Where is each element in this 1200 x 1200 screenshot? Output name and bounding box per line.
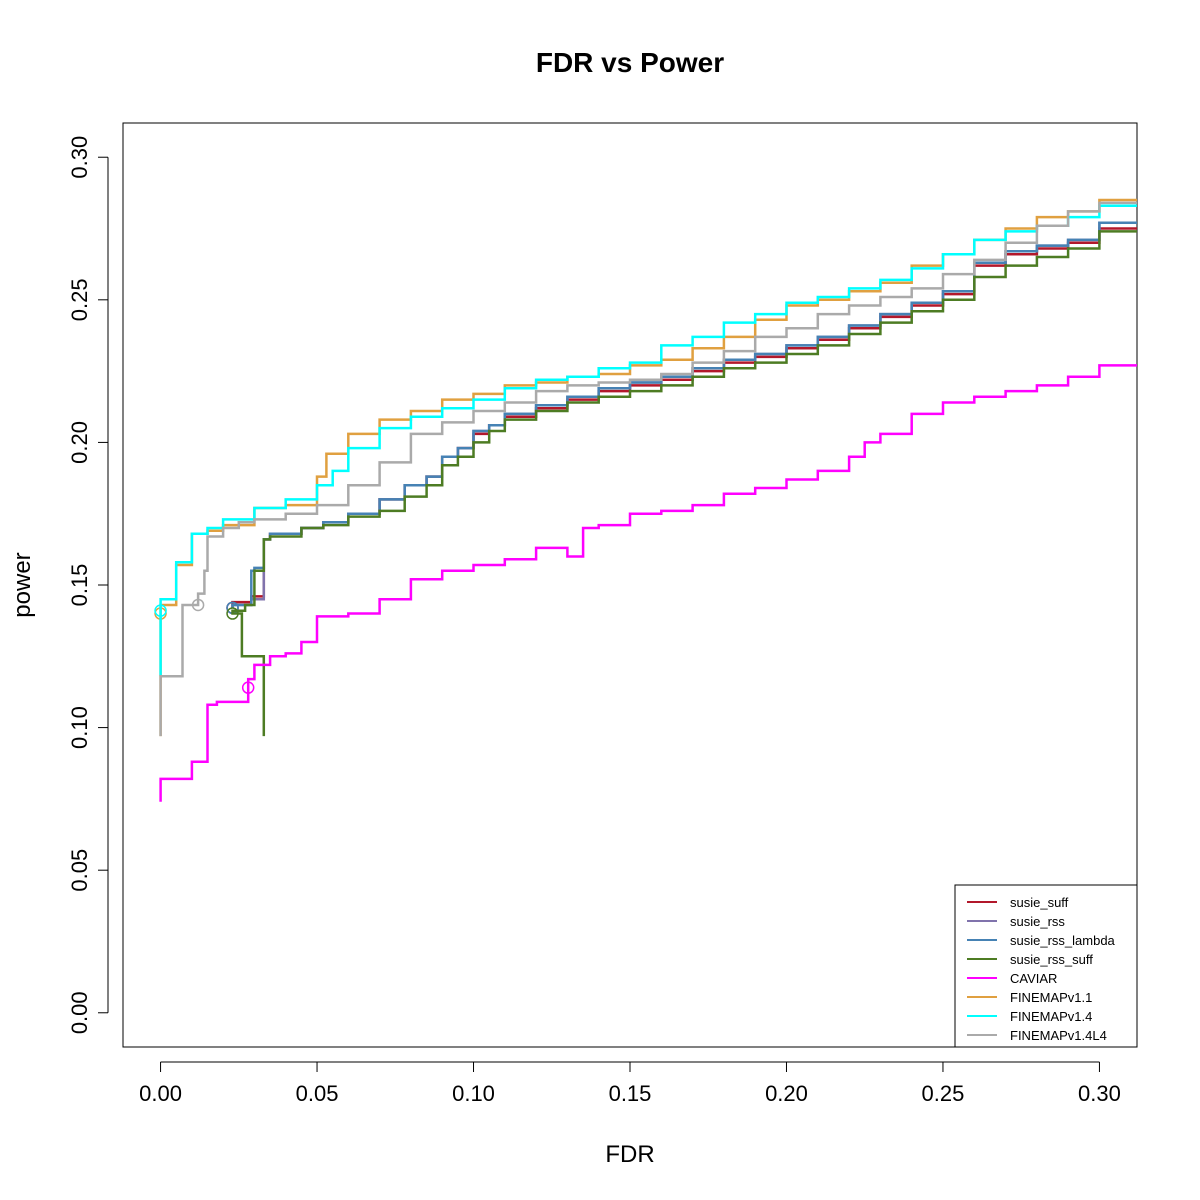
- x-tick-label: 0.05: [296, 1081, 339, 1106]
- y-tick-label: 0.30: [67, 136, 92, 179]
- y-axis-label: power: [9, 552, 36, 617]
- series-line-susie-rss-suff: [231, 230, 1137, 737]
- plot-frame: [122, 122, 1138, 1048]
- series-marker-finemapv1-4l4: [191, 598, 205, 612]
- legend: susie_suff susie_rss susie_rss_lambdasusie…: [954, 884, 1138, 1048]
- legend-entry-label: susie_suff: [1010, 895, 1069, 910]
- series-line-finemapv1-1: [159, 198, 1137, 737]
- x-tick-label: 0.25: [922, 1081, 965, 1106]
- series-line-caviar: [159, 364, 1137, 802]
- x-axis-label: FDR: [605, 1141, 654, 1168]
- chart-title: FDR vs Power: [536, 47, 724, 78]
- y-tick-label: 0.25: [67, 278, 92, 321]
- legend-entry-label: susie_rss: [1010, 914, 1065, 929]
- series-layer: [154, 198, 1137, 802]
- legend-box: [954, 884, 1138, 1048]
- series-marker-caviar: [241, 681, 255, 694]
- legend-entry-label: CAVIAR: [1010, 971, 1057, 986]
- series-line-finemapv1-4l4: [159, 201, 1137, 737]
- legend-entry-label: susie_rss_suff: [1010, 952, 1093, 967]
- y-tick-label: 0.20: [67, 421, 92, 464]
- legend-entry-label: FINEMAPv1.4: [1010, 1009, 1092, 1024]
- series-line-susie-rss-lambda: [231, 221, 1137, 608]
- x-tick-label: 0.10: [452, 1081, 495, 1106]
- legend-entry-label: FINEMAPv1.1: [1010, 990, 1092, 1005]
- x-axis: 0.00 0.05 0.10 0.15 0.20 0.25 0.30: [139, 1061, 1121, 1106]
- series-line-susie-suff: [231, 227, 1137, 608]
- series-marker-susie-rss-suff: [226, 607, 239, 620]
- y-tick-label: 0.15: [67, 564, 92, 607]
- y-tick-label: 0.05: [67, 849, 92, 892]
- x-tick-label: 0.00: [139, 1081, 182, 1106]
- y-tick-label: 0.10: [67, 706, 92, 749]
- x-tick-label: 0.15: [609, 1081, 652, 1106]
- y-axis: 0.00 0.05 0.10 0.15 0.20 0.25 0.30: [67, 136, 109, 1034]
- series-marker-finemapv1-4: [154, 604, 167, 617]
- legend-entry-label: susie_rss_lambda: [1010, 933, 1116, 948]
- legend-entry-label: FINEMAPv1.4L4: [1010, 1028, 1107, 1043]
- y-tick-label: 0.00: [67, 991, 92, 1034]
- series-line-susie-rss: [231, 221, 1137, 608]
- x-tick-label: 0.20: [765, 1081, 808, 1106]
- x-tick-label: 0.30: [1078, 1081, 1121, 1106]
- series-line-finemapv1-4: [159, 204, 1137, 677]
